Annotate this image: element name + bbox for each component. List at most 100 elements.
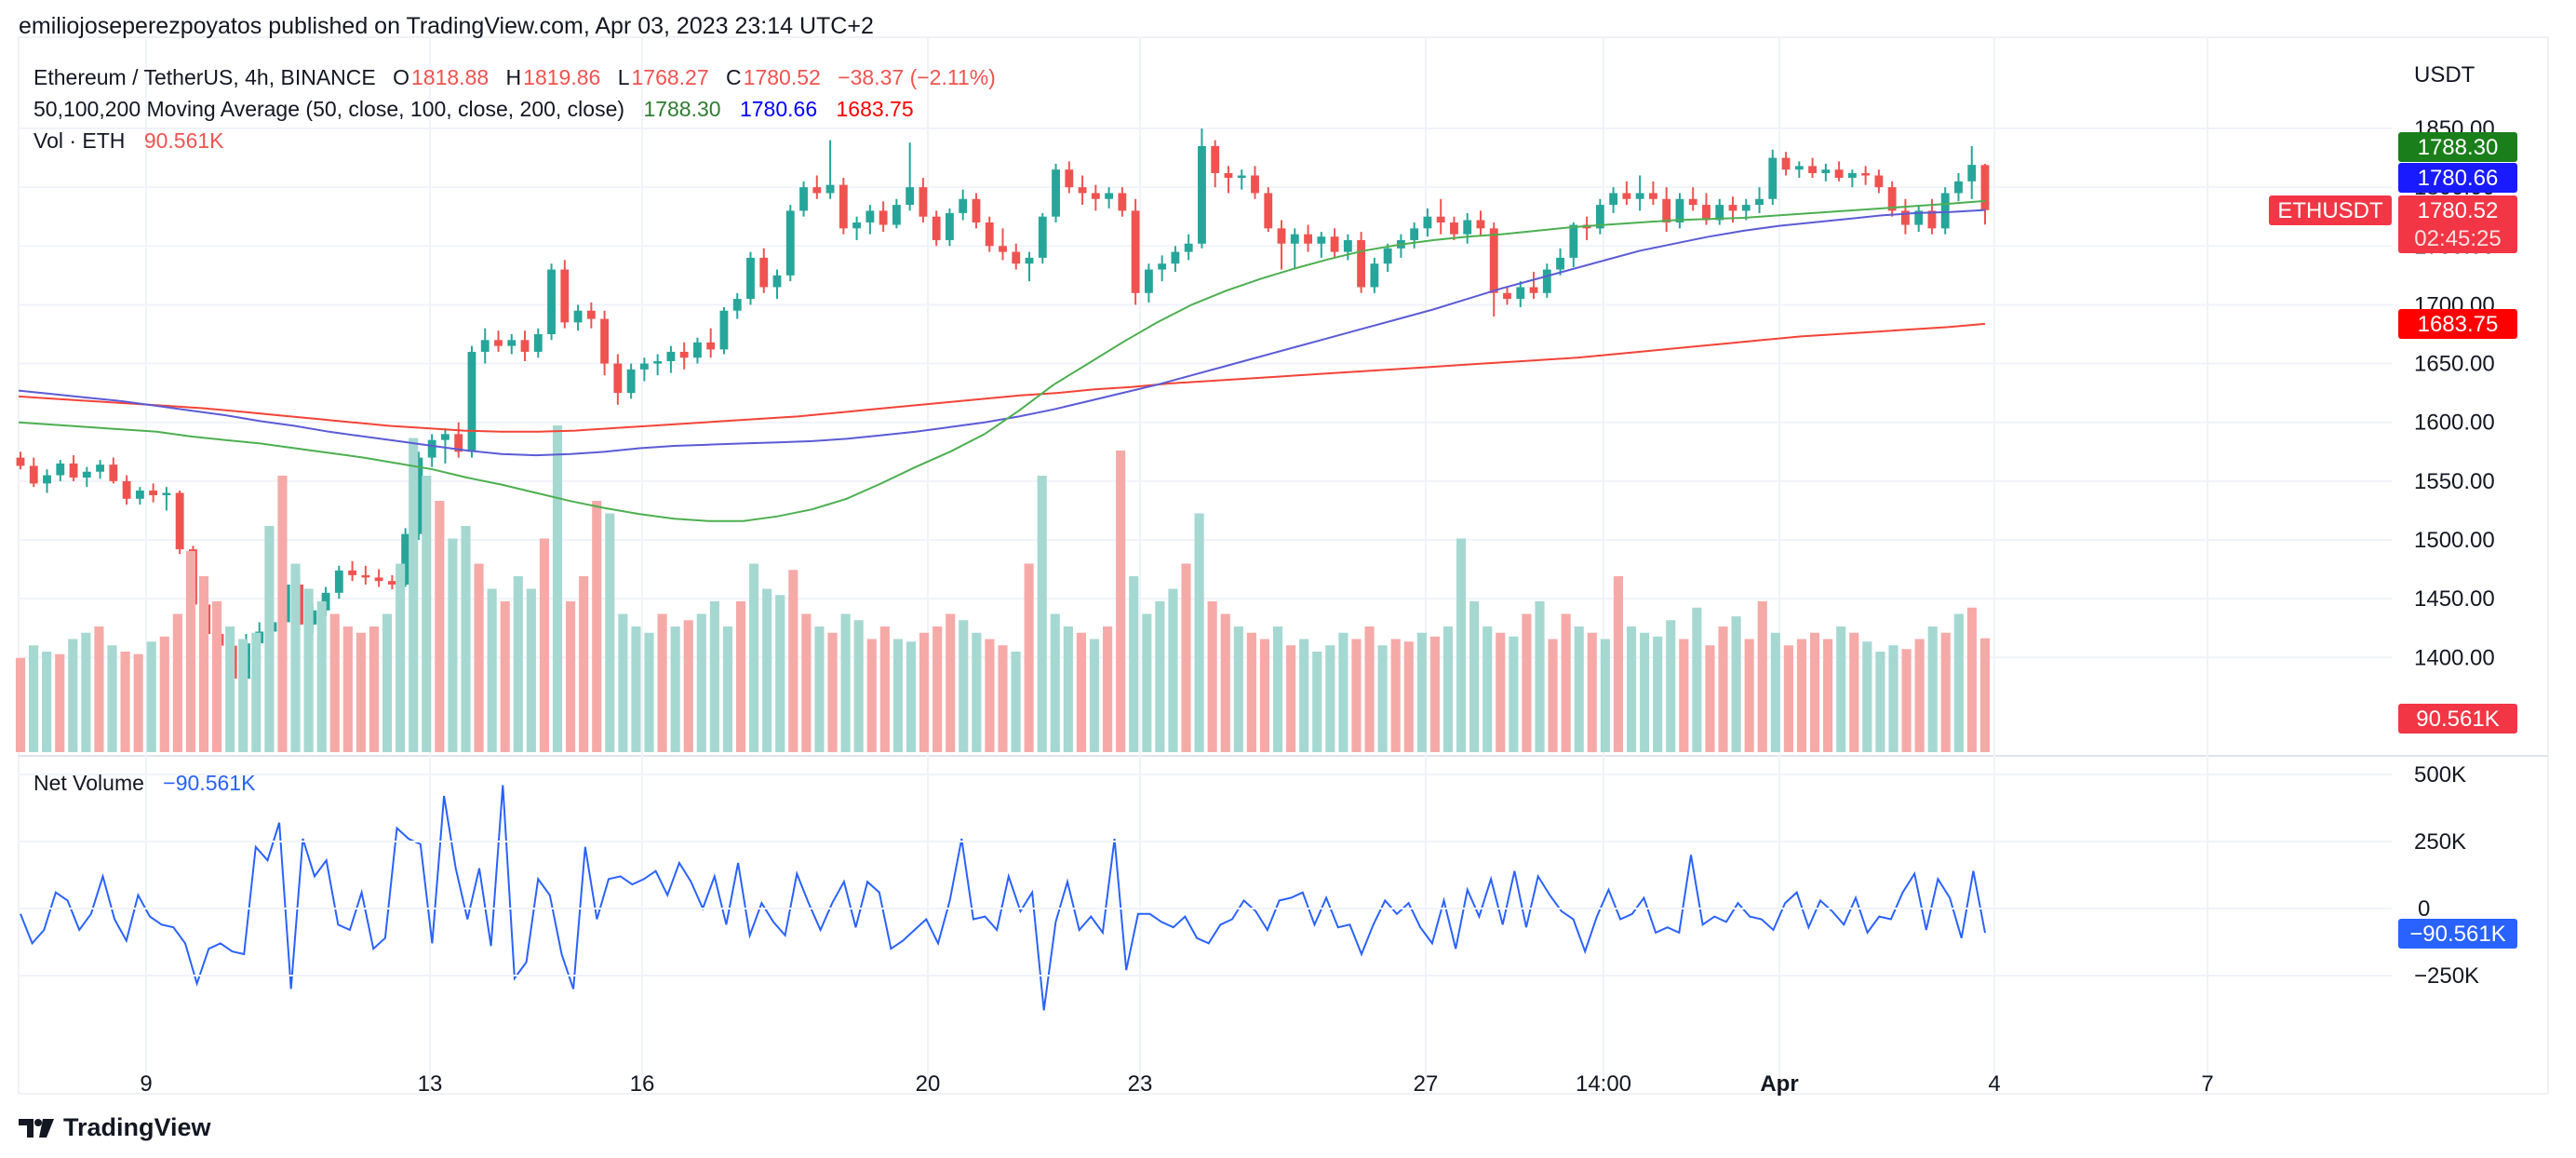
volume-bar bbox=[120, 652, 130, 752]
candle-body bbox=[1423, 216, 1432, 229]
candle-body bbox=[1436, 216, 1445, 223]
volume-bar bbox=[1705, 645, 1715, 752]
volume-bar bbox=[1783, 645, 1793, 752]
candle-body bbox=[1542, 269, 1551, 293]
volume-bar bbox=[1718, 626, 1728, 752]
volume-bar bbox=[1168, 588, 1178, 752]
volume-bar bbox=[81, 632, 91, 752]
candle-body bbox=[1529, 287, 1538, 293]
candle-body bbox=[69, 463, 78, 478]
candle-body bbox=[985, 222, 994, 247]
candle-body bbox=[1264, 193, 1273, 229]
volume-bar bbox=[1626, 626, 1637, 752]
close-label: C bbox=[726, 65, 742, 89]
ma-legend[interactable]: 50,100,200 Moving Average (50, close, 10… bbox=[34, 97, 916, 122]
volume-bar bbox=[1233, 626, 1243, 752]
candle-body bbox=[96, 465, 105, 472]
volume-bar bbox=[198, 576, 209, 752]
ma-label: 50,100,200 Moving Average (50, close, 10… bbox=[34, 97, 625, 121]
volume-bar bbox=[749, 563, 759, 752]
candle-body bbox=[906, 187, 915, 206]
volume-bar bbox=[972, 632, 982, 752]
candle-body bbox=[1410, 228, 1419, 240]
publish-line: emiliojoseperezpoyatos published on Trad… bbox=[19, 13, 874, 39]
time-axis-label: 16 bbox=[630, 1071, 655, 1097]
tradingview-logo[interactable]: TradingView bbox=[19, 1113, 211, 1142]
candle-body bbox=[1622, 193, 1631, 199]
vol-label: Vol · ETH bbox=[34, 128, 126, 153]
volume-bar bbox=[827, 632, 838, 752]
candle-body bbox=[1821, 169, 1831, 173]
volume-bar bbox=[55, 653, 65, 752]
candle-body bbox=[959, 198, 968, 213]
net-tick-label: 500K bbox=[2414, 762, 2466, 788]
candle-body bbox=[1489, 228, 1498, 293]
candle-body bbox=[1118, 193, 1127, 211]
chart-frame bbox=[18, 36, 2549, 1095]
candle-body bbox=[706, 342, 716, 350]
candle-body bbox=[507, 340, 517, 346]
candle-body bbox=[1012, 251, 1021, 264]
time-axis-label: 13 bbox=[418, 1071, 443, 1097]
volume-bar bbox=[1377, 645, 1388, 752]
volume-bar bbox=[592, 501, 602, 752]
volume-bar bbox=[1914, 639, 1925, 752]
volume-bar bbox=[657, 613, 667, 752]
candle-body bbox=[467, 351, 476, 452]
volume-bar bbox=[1076, 632, 1087, 752]
candle-body bbox=[1927, 210, 1937, 229]
volume-bar bbox=[329, 613, 340, 752]
candle-body bbox=[1317, 236, 1326, 244]
volume-bar bbox=[735, 601, 746, 752]
volume-bar bbox=[1731, 616, 1741, 752]
time-axis-label: 7 bbox=[2201, 1071, 2213, 1097]
candle-body bbox=[1503, 292, 1511, 300]
candle-body bbox=[1370, 263, 1379, 288]
volume-bar bbox=[1429, 636, 1440, 752]
volume-bar bbox=[1809, 632, 1820, 752]
volume-bar bbox=[382, 613, 393, 752]
net-volume-badge-bg bbox=[2398, 919, 2517, 949]
volume-bar bbox=[1522, 613, 1532, 752]
volume-bar bbox=[369, 626, 380, 752]
volume-bar bbox=[1194, 513, 1204, 752]
net-volume-badge: −90.561K bbox=[2409, 922, 2505, 947]
countdown-value: 02:45:25 bbox=[2414, 226, 2501, 251]
volume-bar bbox=[1116, 451, 1126, 752]
candle-body bbox=[1940, 193, 1950, 229]
low-value: 1768.27 bbox=[631, 65, 709, 89]
ma100-badge: 1780.66 bbox=[2418, 166, 2499, 191]
last-price-value: 1780.52 bbox=[2418, 198, 2499, 223]
candle-body bbox=[1184, 243, 1193, 252]
volume-legend[interactable]: Vol · ETH 90.561K bbox=[34, 128, 226, 154]
symbol-legend[interactable]: Ethereum / TetherUS, 4h, BINANCE O1818.8… bbox=[34, 65, 998, 90]
volume-bar bbox=[1561, 613, 1571, 752]
candle-body bbox=[1476, 220, 1485, 229]
volume-bar bbox=[1011, 652, 1021, 752]
candle-body bbox=[825, 184, 835, 194]
candle-body bbox=[972, 198, 981, 223]
volume-bar bbox=[1613, 576, 1624, 752]
open-label: O bbox=[393, 65, 410, 89]
volume-bar bbox=[1770, 632, 1780, 752]
net-volume-legend[interactable]: Net Volume −90.561K bbox=[34, 771, 257, 796]
volume-bar bbox=[1888, 645, 1898, 752]
volume-bar bbox=[448, 538, 458, 752]
high-label: H bbox=[505, 65, 522, 89]
candle-body bbox=[1357, 239, 1366, 288]
last-price-badge-bg bbox=[2398, 195, 2517, 253]
volume-bar bbox=[1953, 613, 1964, 752]
volume-bar bbox=[1129, 576, 1139, 752]
net-volume-value: −90.561K bbox=[163, 771, 256, 795]
candle-body bbox=[520, 340, 530, 352]
candle-body bbox=[1078, 187, 1087, 194]
volume-bar bbox=[146, 641, 156, 752]
candle-body bbox=[732, 299, 742, 311]
volume-bar bbox=[1600, 639, 1610, 752]
volume-bar bbox=[290, 563, 301, 752]
candle-body bbox=[441, 434, 449, 440]
candle-body bbox=[1516, 287, 1525, 300]
volume-bar bbox=[1653, 636, 1663, 752]
volume-bar bbox=[579, 576, 589, 752]
